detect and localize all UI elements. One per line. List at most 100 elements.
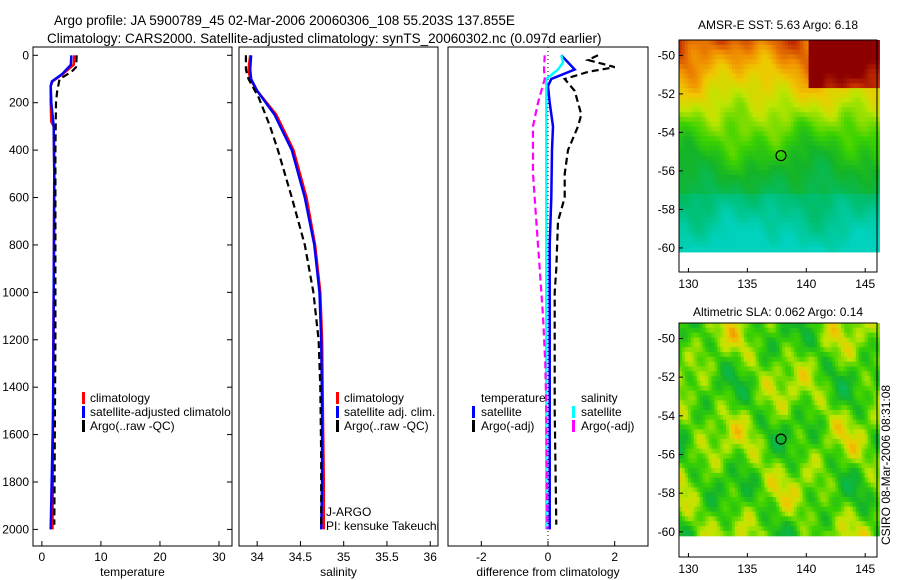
heatmap-cell <box>767 155 771 161</box>
heatmap-cell <box>820 170 824 176</box>
heatmap-cell <box>693 208 698 214</box>
heatmap-cell <box>740 424 745 430</box>
heatmap-cell <box>723 381 727 387</box>
heatmap-cell <box>749 145 754 152</box>
heatmap-cell <box>852 170 857 176</box>
heatmap-cell <box>737 247 742 253</box>
heatmap-cell <box>867 112 872 118</box>
heatmap-cell <box>720 165 724 171</box>
heatmap-cell <box>758 376 763 382</box>
heatmap-cell <box>855 232 860 238</box>
heatmap-cell <box>802 88 807 94</box>
heatmap-cell <box>779 165 783 171</box>
heatmap-cell <box>737 390 742 397</box>
heatmap-cell <box>761 242 765 248</box>
heatmap-cell <box>746 179 751 185</box>
heatmap-cell <box>802 174 807 181</box>
heatmap-cell <box>799 107 804 113</box>
heatmap-cell <box>732 405 736 411</box>
heatmap-cell <box>746 381 751 387</box>
heatmap-cell <box>779 429 783 435</box>
heatmap-cell <box>820 107 824 113</box>
heatmap-cell <box>849 59 854 65</box>
heatmap-cell <box>729 381 733 387</box>
heatmap-cell <box>752 97 757 104</box>
heatmap-cell <box>867 141 872 147</box>
heatmap-cell <box>841 237 845 243</box>
heatmap-cell <box>696 366 701 372</box>
heatmap-cell <box>705 371 709 377</box>
heatmap-cell <box>811 131 816 137</box>
heatmap-cell <box>785 342 789 348</box>
heatmap-cell <box>743 247 748 253</box>
heatmap-cell <box>788 150 792 157</box>
heatmap-cell <box>702 198 707 205</box>
heatmap-cell <box>849 150 854 157</box>
heatmap-cell <box>679 131 683 137</box>
heatmap-cell <box>814 54 818 60</box>
heatmap-cell <box>687 97 692 104</box>
heatmap-cell <box>761 170 765 176</box>
heatmap-cell <box>776 337 780 343</box>
heatmap-cell <box>714 174 718 181</box>
heatmap-cell <box>693 356 698 363</box>
heatmap-cell <box>723 92 727 99</box>
y-tick-label: -56 <box>658 164 676 178</box>
heatmap-cell <box>858 323 863 329</box>
heatmap-cell <box>852 131 857 137</box>
heatmap-cell <box>764 208 768 214</box>
heatmap-cell <box>679 222 683 229</box>
heatmap-cell <box>702 155 707 161</box>
heatmap-cell <box>873 232 877 238</box>
heatmap-cell <box>679 165 683 171</box>
heatmap-cell <box>852 405 857 411</box>
heatmap-cell <box>820 102 824 108</box>
heatmap-cell <box>785 356 789 363</box>
heatmap-cell <box>684 44 689 51</box>
heatmap-cell <box>823 347 827 353</box>
heatmap-cell <box>779 218 783 224</box>
heatmap-cell <box>808 405 813 411</box>
heatmap-cell <box>749 112 754 118</box>
heatmap-cell <box>702 332 707 339</box>
heatmap-cell <box>746 136 751 142</box>
heatmap-cell <box>720 400 724 406</box>
heatmap-cell <box>687 429 692 435</box>
heatmap-cell <box>852 429 857 435</box>
heatmap-cell <box>776 54 780 60</box>
heatmap-cell <box>808 155 813 161</box>
heatmap-cell <box>791 356 795 363</box>
heatmap-cell <box>690 107 695 113</box>
heatmap-cell <box>835 453 839 459</box>
heatmap-cell <box>826 145 830 152</box>
heatmap-cell <box>796 150 801 157</box>
heatmap-cell <box>720 198 724 205</box>
heatmap-cell <box>740 54 745 60</box>
heatmap-cell <box>788 424 792 430</box>
heatmap-cell <box>770 155 774 161</box>
heatmap-cell <box>740 237 745 243</box>
heatmap-cell <box>749 88 754 94</box>
heatmap-cell <box>782 155 786 161</box>
heatmap-cell <box>770 165 774 171</box>
heatmap-cell <box>679 189 683 195</box>
heatmap-cell <box>788 92 792 99</box>
heatmap-cell <box>746 88 751 94</box>
heatmap-cell <box>823 208 827 214</box>
heatmap-cell <box>714 141 718 147</box>
heatmap-cell <box>767 121 771 128</box>
heatmap-cell <box>708 247 712 253</box>
heatmap-cell <box>791 453 795 459</box>
heatmap-cell <box>690 356 695 363</box>
x-tick-label: 35 <box>337 550 351 564</box>
heatmap-cell <box>720 395 724 401</box>
heatmap-cell <box>846 44 851 51</box>
heatmap-cell <box>749 160 754 166</box>
heatmap-cell <box>876 323 880 329</box>
heatmap-cell <box>867 222 872 229</box>
heatmap-cell <box>681 194 686 200</box>
heatmap-cell <box>793 64 798 70</box>
heatmap-cell <box>755 64 760 70</box>
heatmap-cell <box>785 247 789 253</box>
heatmap-cell <box>873 150 877 157</box>
